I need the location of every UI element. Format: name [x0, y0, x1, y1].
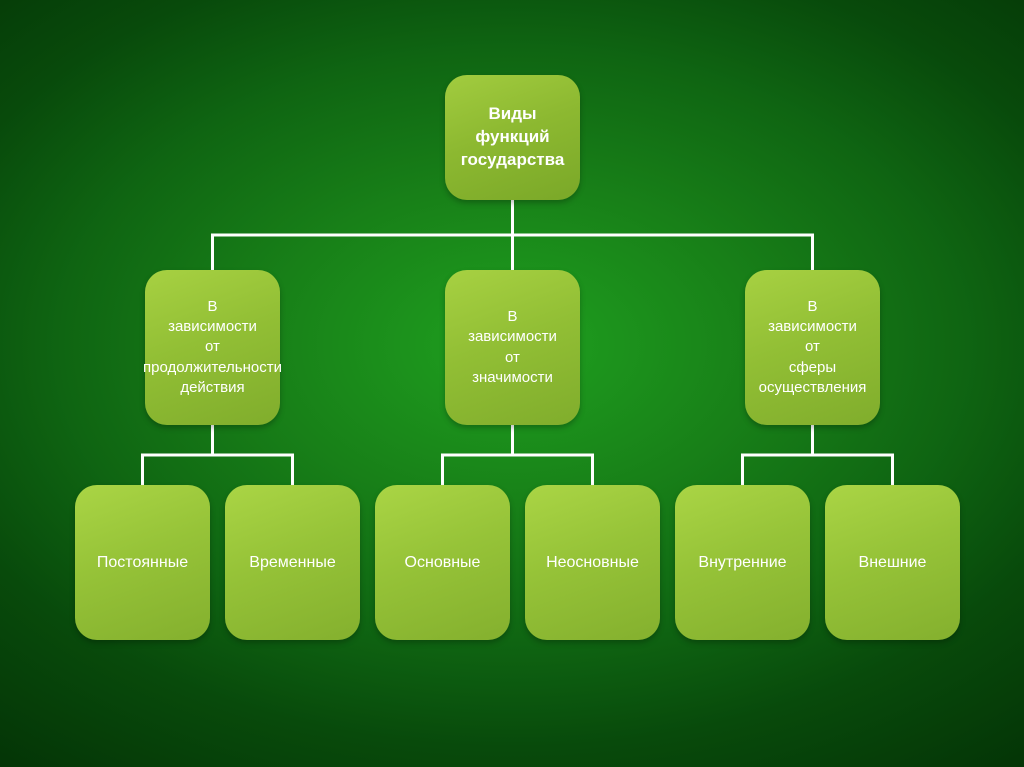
node-mid-duration: Взависимостиотпродолжительностидействия — [145, 270, 280, 425]
node-leaf-external: Внешние — [825, 485, 960, 640]
node-leaf-temporary: Временные — [225, 485, 360, 640]
node-mid-sphere: Взависимостиотсферыосуществления — [745, 270, 880, 425]
node-leaf-nonmain: Неосновные — [525, 485, 660, 640]
node-leaf-main: Основные — [375, 485, 510, 640]
node-leaf-internal: Внутренние — [675, 485, 810, 640]
node-leaf-permanent: Постоянные — [75, 485, 210, 640]
node-label: Видыфункцийгосударства — [461, 103, 565, 172]
node-root: Видыфункцийгосударства — [445, 75, 580, 200]
node-mid-significance: Взависимостиотзначимости — [445, 270, 580, 425]
node-label: Внутренние — [698, 552, 786, 574]
node-label: Взависимостиотзначимости — [468, 307, 557, 388]
node-label: Временные — [249, 552, 335, 574]
node-label: Постоянные — [97, 552, 188, 574]
node-label: Взависимостиотсферыосуществления — [759, 297, 867, 398]
node-label: Неосновные — [546, 552, 639, 574]
node-label: Взависимостиотпродолжительностидействия — [143, 297, 282, 398]
node-label: Внешние — [859, 552, 927, 574]
node-label: Основные — [405, 552, 481, 574]
